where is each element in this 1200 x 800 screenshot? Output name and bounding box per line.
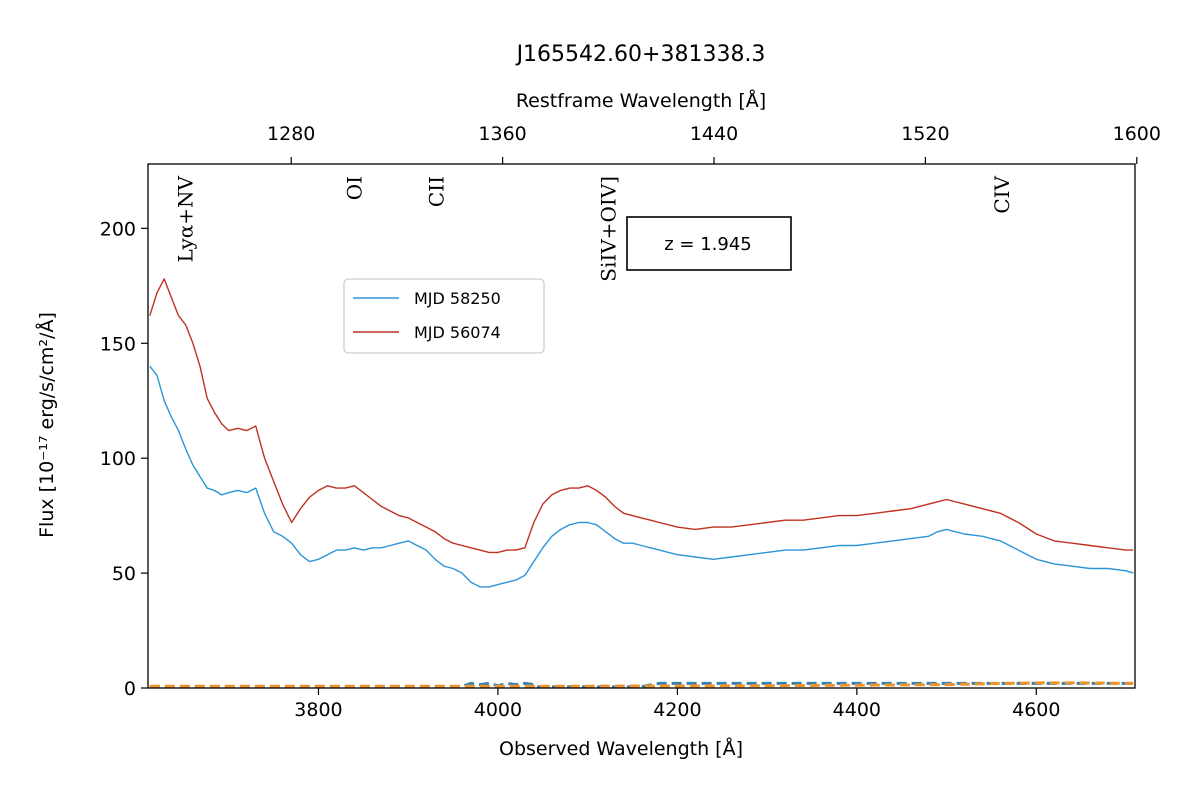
x-tick-label: 4200 [653,699,701,721]
x-tick-label: 4600 [1012,699,1060,721]
redshift-annotation: z = 1.945 [664,234,752,255]
flux-series-2 [149,278,1134,554]
y-axis-label: Flux [10⁻¹⁷ erg/s/cm²/Å] [35,312,58,538]
legend-label: MJD 56074 [414,323,501,342]
plot-frame [147,163,1136,689]
top-tick-label: 1360 [478,123,526,145]
chart-title: J165542.60+381338.3 [515,42,766,67]
y-tick-label: 150 [100,333,136,355]
y-tick-label: 0 [124,678,136,700]
y-tick-label: 50 [112,563,136,585]
top-tick-label: 1520 [901,123,949,145]
emission-line-label: Lyα+NV [174,175,198,262]
x-tick-label: 4000 [474,699,522,721]
error-series-1 [149,681,1134,688]
top-tick-label: 1440 [690,123,738,145]
emission-line-label: CIV [990,175,1014,213]
x-tick-label: 3800 [294,699,342,721]
top-axis-label: Restframe Wavelength [Å] [516,89,766,112]
top-tick-label: 1280 [267,123,315,145]
legend-label: MJD 58250 [414,289,501,308]
emission-line-label: CII [425,176,449,207]
error-series-2 [149,681,1134,688]
x-axis-label: Observed Wavelength [Å] [499,737,743,760]
y-tick-label: 100 [100,448,136,470]
y-tick-label: 200 [100,218,136,240]
redshift-box [626,216,792,271]
x-tick-label: 4400 [833,699,881,721]
flux-series-1 [149,365,1134,588]
top-tick-label: 1600 [1113,123,1161,145]
emission-line-label: SiIV+OIV] [596,176,620,282]
emission-line-label: OI [343,176,367,200]
